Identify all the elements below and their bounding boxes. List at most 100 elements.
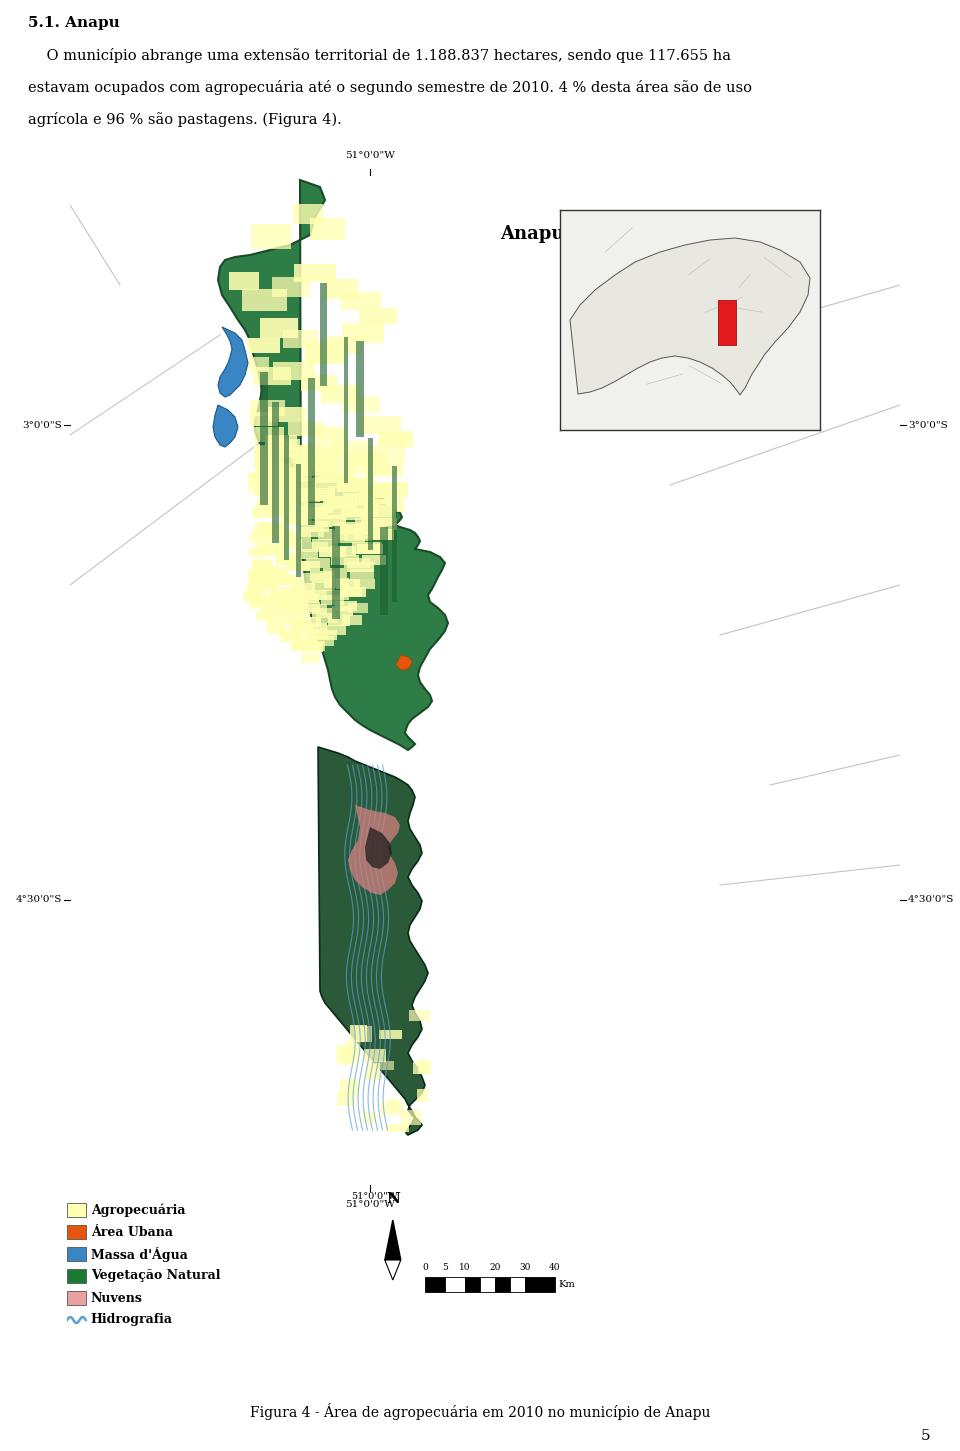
Bar [444,1277,465,1291]
Bar [276,601,297,611]
Bar [370,518,397,530]
Bar [279,499,309,511]
Bar [288,489,321,502]
Bar [327,591,349,601]
Bar [284,512,312,524]
Text: O município abrange uma extensão territorial de 1.188.837 hectares, sendo que 11: O município abrange uma extensão territo… [28,48,731,62]
Bar [282,331,318,348]
Bar [300,633,318,643]
Bar [258,580,277,591]
Bar [356,544,382,554]
Bar [294,264,336,281]
Bar [249,599,267,609]
Bar [388,1098,398,1113]
Bar [337,1091,355,1106]
Bar [418,1061,431,1074]
Bar [269,591,289,601]
Bar [268,408,306,422]
Bar [304,341,345,364]
Bar [256,463,284,473]
Bar [280,595,300,605]
Bar [259,566,280,576]
Bar [337,477,373,492]
Bar [334,531,365,543]
Bar [332,525,340,620]
Bar [273,277,310,297]
Bar [262,575,283,585]
Bar [301,573,324,583]
Bar [255,611,274,621]
Bar [260,371,268,505]
Bar [264,544,287,554]
Bar [252,473,278,482]
Bar [325,451,360,467]
Bar [280,633,300,643]
Text: 10: 10 [459,1262,470,1273]
Bar [342,292,381,311]
Bar [268,479,298,492]
Bar [353,527,386,540]
Bar [287,596,309,607]
Bar [308,379,315,525]
Bar [320,283,326,386]
Bar [303,503,333,512]
Bar [352,543,382,554]
Bar [287,489,316,499]
Bar [424,1277,444,1291]
Bar [67,1270,85,1283]
Text: 51°0'0"W: 51°0'0"W [345,151,395,160]
Bar [718,300,736,345]
Text: estavam ocupados com agropecuária até o segundo semestre de 2010. 4 % desta área: estavam ocupados com agropecuária até o … [28,80,752,94]
Bar [291,641,310,650]
Bar [392,466,396,602]
Bar [260,522,284,533]
Bar [295,560,320,570]
Bar [305,643,324,653]
Text: Km: Km [559,1280,576,1288]
Bar [363,1113,376,1123]
Bar [285,533,311,543]
Bar [328,486,361,498]
Bar [257,579,277,589]
Bar [297,461,332,476]
Text: Área Ubana: Área Ubana [91,1226,173,1239]
Bar [67,1203,85,1217]
Text: Vegetação Natural: Vegetação Natural [91,1270,221,1283]
Bar [352,579,374,589]
Bar [273,363,315,380]
Bar [314,515,347,527]
Bar [266,601,286,611]
Bar [356,341,364,437]
Text: agrícola e 96 % são pastagens. (Figura 4).: agrícola e 96 % são pastagens. (Figura 4… [28,112,342,128]
Bar [247,588,265,598]
Bar [229,271,259,290]
Text: 5: 5 [921,1429,930,1444]
Bar [315,470,352,483]
Bar [321,386,361,403]
Bar [252,508,275,518]
Bar [366,1064,380,1081]
Bar [341,586,366,596]
Bar [365,1049,386,1062]
Text: N: N [386,1193,399,1206]
Bar [325,499,356,509]
Bar [284,445,320,459]
Bar [250,412,277,427]
Bar [494,1277,510,1291]
Bar [285,615,305,625]
Text: 40: 40 [549,1262,561,1273]
Bar [342,615,362,625]
Bar [350,1024,368,1042]
Bar [346,1040,360,1055]
Bar [276,551,299,562]
Bar [342,505,378,518]
Bar [316,509,344,519]
Bar [284,435,289,560]
Bar [300,653,320,663]
Bar [275,454,306,467]
Bar [401,1110,421,1125]
Bar [301,374,337,390]
Bar [269,575,291,585]
Bar [321,467,355,480]
Text: Anapu: Anapu [500,225,564,242]
